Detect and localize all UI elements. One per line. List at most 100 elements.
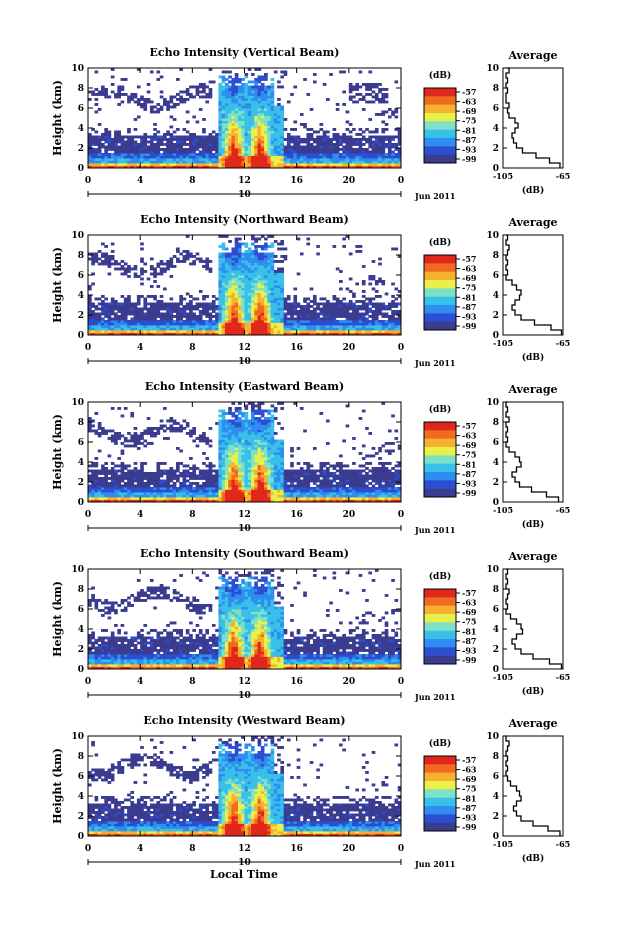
heatmap-cell bbox=[88, 499, 92, 503]
heatmap-cell bbox=[123, 145, 128, 149]
heatmap-cell bbox=[319, 330, 324, 333]
heatmap-cell bbox=[231, 272, 236, 276]
heatmap-cell bbox=[309, 163, 314, 166]
heatmap-cell bbox=[241, 290, 245, 293]
heatmap-cell bbox=[251, 267, 255, 271]
heatmap-cell bbox=[101, 494, 105, 498]
heatmap-cell bbox=[104, 140, 108, 144]
heatmap-cell bbox=[182, 260, 187, 263]
heatmap-cell bbox=[231, 412, 236, 415]
heatmap-cell bbox=[189, 145, 193, 149]
heatmap-cell bbox=[166, 325, 170, 328]
heatmap-cell bbox=[244, 88, 249, 91]
heatmap-cell bbox=[146, 155, 151, 159]
heatmap-cell bbox=[192, 297, 196, 301]
heatmap-cell bbox=[91, 128, 95, 131]
heatmap-cell bbox=[104, 150, 108, 154]
heatmap-cell bbox=[202, 489, 206, 493]
heatmap-cell bbox=[224, 442, 229, 445]
heatmap-cell bbox=[140, 330, 144, 333]
heatmap-cell bbox=[237, 300, 242, 303]
heatmap-cell bbox=[355, 160, 360, 164]
heatmap-cell bbox=[371, 100, 376, 104]
heatmap-cell bbox=[195, 489, 200, 493]
heatmap-cell bbox=[273, 155, 278, 159]
heatmap-cell bbox=[374, 130, 379, 134]
heatmap-cell bbox=[332, 133, 337, 136]
heatmap-cell bbox=[352, 330, 356, 333]
heatmap-cell bbox=[153, 305, 157, 308]
heatmap-cell bbox=[391, 325, 395, 328]
heatmap-cell bbox=[221, 80, 226, 84]
heatmap-cell bbox=[247, 165, 252, 169]
heatmap-cell bbox=[88, 469, 92, 473]
heatmap-cell bbox=[322, 145, 327, 149]
heatmap-cell bbox=[234, 302, 239, 306]
heatmap-cell bbox=[260, 153, 265, 156]
heatmap-cell bbox=[185, 150, 190, 154]
heatmap-cell bbox=[228, 477, 232, 480]
heatmap-cell bbox=[361, 280, 366, 283]
profile-title: Average bbox=[507, 49, 557, 62]
heatmap-cell bbox=[251, 302, 255, 306]
heatmap-cell bbox=[185, 499, 190, 503]
heatmap-cell bbox=[264, 153, 268, 156]
heatmap-cell bbox=[348, 88, 353, 91]
heatmap-cell bbox=[136, 489, 141, 493]
heatmap-cell bbox=[326, 165, 330, 169]
heatmap-cell bbox=[326, 322, 330, 326]
heatmap-cell bbox=[221, 158, 226, 161]
heatmap-cell bbox=[244, 327, 249, 331]
heatmap-cell bbox=[316, 317, 320, 321]
heatmap-cell bbox=[205, 479, 210, 483]
heatmap-cell bbox=[110, 322, 115, 326]
heatmap-cell bbox=[211, 477, 216, 480]
heatmap-cell bbox=[156, 108, 161, 111]
heatmap-cell bbox=[303, 322, 307, 326]
heatmap-cell bbox=[185, 165, 190, 169]
heatmap-cell bbox=[224, 454, 229, 458]
heatmap-cell bbox=[231, 282, 236, 286]
heatmap-cell bbox=[228, 307, 232, 311]
heatmap-cell bbox=[241, 272, 245, 276]
heatmap-cell bbox=[352, 153, 356, 156]
heatmap-cell bbox=[264, 155, 268, 159]
heatmap-cell bbox=[231, 315, 236, 318]
heatmap-cell bbox=[251, 317, 255, 321]
heatmap-cell bbox=[97, 90, 102, 94]
heatmap-cell bbox=[195, 155, 200, 159]
heatmap-cell bbox=[107, 477, 112, 480]
heatmap-cell bbox=[120, 315, 125, 318]
heatmap-cell bbox=[260, 295, 265, 298]
heatmap-cell bbox=[104, 332, 108, 336]
heatmap-cell bbox=[267, 277, 271, 281]
heatmap-cell bbox=[277, 285, 281, 288]
heatmap-cell bbox=[296, 332, 301, 336]
heatmap-cell bbox=[136, 332, 141, 336]
heatmap-cell bbox=[283, 322, 288, 326]
heatmap-cell bbox=[218, 103, 223, 106]
heatmap-cell bbox=[104, 492, 108, 495]
heatmap-cell bbox=[221, 78, 226, 81]
heatmap-cell bbox=[136, 160, 141, 164]
heatmap-cell bbox=[348, 322, 353, 326]
heatmap-cell bbox=[228, 442, 232, 445]
heatmap-cell bbox=[185, 160, 190, 164]
heatmap-cell bbox=[123, 327, 128, 331]
heatmap-cell bbox=[358, 153, 363, 156]
heatmap-cell bbox=[319, 150, 324, 154]
heatmap-cell bbox=[316, 302, 320, 306]
heatmap-cell bbox=[149, 312, 154, 316]
heatmap-cell bbox=[159, 424, 164, 428]
heatmap-cell bbox=[198, 474, 203, 478]
heatmap-cell bbox=[280, 85, 285, 89]
heatmap-cell bbox=[218, 499, 223, 503]
heatmap-cell bbox=[257, 145, 262, 149]
heatmap-cell bbox=[394, 143, 399, 146]
heatmap-cell bbox=[237, 160, 242, 164]
heatmap-cell bbox=[97, 165, 102, 169]
heatmap-cell bbox=[260, 252, 265, 256]
heatmap-cell bbox=[277, 267, 281, 271]
heatmap-cell bbox=[273, 143, 278, 146]
heatmap-cell bbox=[335, 325, 340, 328]
